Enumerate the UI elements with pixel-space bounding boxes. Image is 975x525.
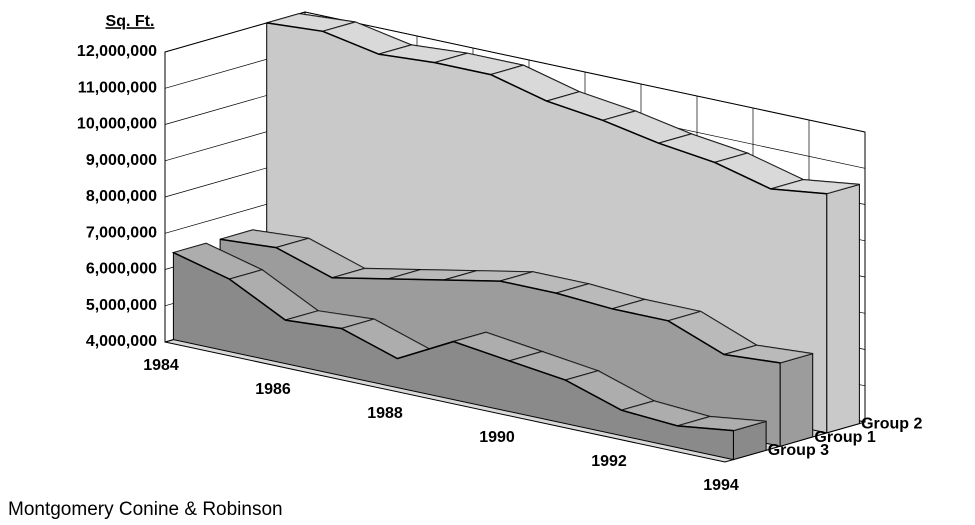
area-edge <box>266 22 827 195</box>
area-top-shade <box>453 332 543 361</box>
area-top-shade <box>378 44 468 63</box>
area-top-shade <box>388 269 477 280</box>
y-axis-title: Sq. Ft. <box>106 13 155 30</box>
area-top-shade <box>668 311 757 355</box>
y-tick-label: 11,000,000 <box>78 79 157 96</box>
area-top-shade <box>285 310 375 329</box>
legend-label: Group 1 <box>814 429 875 446</box>
area-top-shade <box>714 153 804 189</box>
x-tick-label: 1994 <box>703 477 739 494</box>
x-tick-label: 1986 <box>255 381 291 398</box>
area-top-shade <box>332 268 421 279</box>
area-top-shade <box>621 400 711 426</box>
area-top-shade <box>658 133 748 163</box>
area-top-shade <box>509 351 599 381</box>
area-top-shade <box>220 229 309 248</box>
area-top-shade <box>500 271 589 294</box>
area-top-shade <box>556 283 645 309</box>
footer: Montgomery Conine & Robinson <box>8 499 283 520</box>
area-top-shade <box>546 91 636 121</box>
y-tick-label: 5,000,000 <box>86 297 157 314</box>
y-tick-label: 4,000,000 <box>86 333 157 350</box>
area-top-shade <box>276 238 365 278</box>
y-tick-label: 9,000,000 <box>86 152 157 169</box>
area-top-shade <box>490 65 580 102</box>
y-tick-label: 10,000,000 <box>77 116 157 133</box>
area-edge <box>173 251 734 432</box>
y-tick-label: 12,000,000 <box>77 43 157 60</box>
area-top-shade <box>444 270 533 282</box>
x-tick-label: 1992 <box>591 453 627 470</box>
area-side <box>779 352 814 447</box>
legend-label: Group 3 <box>768 442 829 459</box>
area-top-shade <box>724 345 813 363</box>
area-top-shade <box>434 53 524 75</box>
area-side <box>826 183 860 434</box>
area-top-shade <box>602 111 692 144</box>
area-top-shade <box>266 13 356 32</box>
y-tick-label: 6,000,000 <box>86 261 157 278</box>
area-top-shade <box>565 370 655 411</box>
x-tick-label: 1988 <box>367 405 403 422</box>
x-tick-label: 1984 <box>143 357 179 374</box>
x-tick-label: 1990 <box>479 429 515 446</box>
y-tick-label: 8,000,000 <box>86 188 157 205</box>
area-top-shade <box>341 319 431 359</box>
area-edge <box>219 238 781 364</box>
area-top-shade <box>229 269 319 321</box>
area-top-shade <box>173 243 263 280</box>
y-tick-label: 7,000,000 <box>86 224 157 241</box>
area-top-shade <box>322 22 412 55</box>
area-top-shade <box>612 299 701 321</box>
legend-label: Group 2 <box>861 415 922 432</box>
grid-line <box>164 11 866 133</box>
